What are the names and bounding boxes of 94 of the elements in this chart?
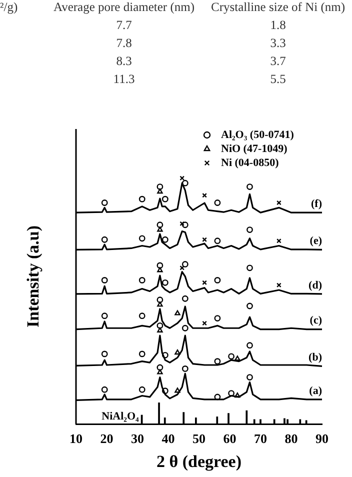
point <box>101 276 108 284</box>
series-label: (b) <box>308 352 322 364</box>
point <box>101 350 108 358</box>
legend-label: Ni (04-0850) <box>221 156 280 169</box>
point <box>182 324 188 332</box>
point <box>202 280 207 286</box>
y-axis-title: Intensity (a.u) <box>23 225 42 328</box>
point <box>246 226 253 233</box>
text: Crystalline size of Ni (nm) <box>210 0 346 15</box>
point <box>162 236 168 243</box>
series-label: (d) <box>308 279 322 292</box>
point <box>182 180 188 186</box>
point <box>174 388 180 393</box>
point <box>214 238 221 244</box>
x-tick-label: 90 <box>316 431 328 446</box>
point <box>162 196 168 202</box>
point <box>276 282 282 288</box>
point <box>157 369 163 374</box>
text: 7.8 <box>115 36 133 51</box>
point <box>202 192 207 198</box>
text: ²/g) <box>0 0 18 15</box>
point <box>246 302 253 310</box>
point <box>180 265 185 270</box>
x-tick-label: 80 <box>284 431 298 446</box>
point <box>182 295 188 302</box>
point <box>202 320 207 326</box>
point <box>157 226 163 232</box>
x-tick-label: 10 <box>70 431 82 446</box>
point <box>156 262 164 269</box>
text: 7.7 <box>115 18 133 33</box>
text: 8.3 <box>115 54 133 69</box>
point <box>162 388 168 394</box>
point <box>156 296 164 304</box>
text: 3.3 <box>269 36 287 51</box>
point <box>101 312 108 320</box>
x-tick-label: 60 <box>223 431 236 446</box>
text: Average pore diameter (nm) <box>52 0 196 15</box>
text: 5.5 <box>269 72 287 87</box>
point <box>214 315 221 322</box>
legend-label: Al₂O₃ (50-0741) <box>221 128 294 141</box>
series-label: NiAl₂O₄ <box>102 410 140 422</box>
point <box>157 302 163 307</box>
x-axis-title: 2 θ (degree) <box>156 452 242 472</box>
point <box>156 184 164 190</box>
point <box>156 364 164 371</box>
text: 1.8 <box>269 18 287 33</box>
x-tick-label: 40 <box>162 431 175 446</box>
point <box>101 236 108 243</box>
point <box>246 342 253 349</box>
point <box>138 350 146 358</box>
point <box>202 237 207 242</box>
legend-label: NiO (47-1049) <box>221 142 288 155</box>
point <box>246 374 253 380</box>
point <box>246 264 253 272</box>
point <box>157 188 163 194</box>
point <box>276 238 282 244</box>
point <box>180 176 185 181</box>
point <box>228 390 234 396</box>
point <box>162 352 168 358</box>
point <box>174 310 180 316</box>
point <box>228 353 234 360</box>
series-label: (a) <box>309 384 322 397</box>
point <box>214 200 221 206</box>
point <box>214 358 221 365</box>
point <box>138 196 146 202</box>
x-tick-label: 30 <box>131 431 144 446</box>
point <box>214 394 221 400</box>
x-tick-label: 20 <box>100 431 114 446</box>
point <box>276 200 282 206</box>
series-label: (e) <box>310 235 322 248</box>
series-label: (f) <box>311 198 322 210</box>
point <box>182 261 188 268</box>
point <box>138 386 146 393</box>
x-tick-label: 70 <box>254 431 267 446</box>
series-label: (c) <box>310 314 322 327</box>
point <box>246 184 253 190</box>
point <box>162 279 168 286</box>
point <box>157 267 163 272</box>
point <box>234 356 240 361</box>
point <box>138 235 146 242</box>
point <box>157 327 163 332</box>
x-tick-label: 50 <box>192 431 206 446</box>
point <box>180 221 185 226</box>
point <box>138 312 146 320</box>
point <box>156 322 164 329</box>
text: 11.3 <box>112 72 136 87</box>
point <box>138 276 146 284</box>
point <box>156 222 164 228</box>
point <box>101 386 108 393</box>
text: 3.7 <box>269 54 287 69</box>
point <box>182 222 188 228</box>
point <box>182 365 188 372</box>
point <box>101 200 108 206</box>
point <box>214 276 221 284</box>
